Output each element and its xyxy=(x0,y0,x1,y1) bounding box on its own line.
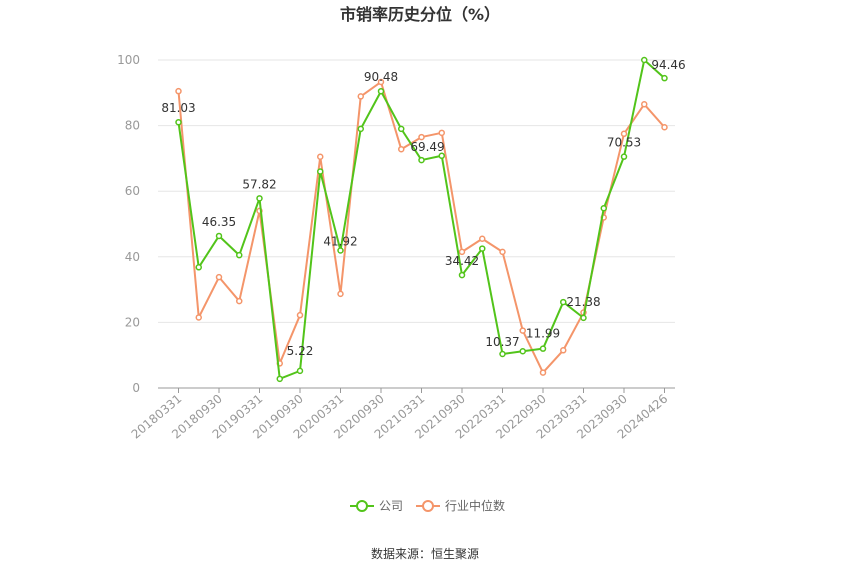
data-label-18: 11.99 xyxy=(526,327,560,341)
series-0-point-22 xyxy=(620,153,628,160)
series-1-point-17 xyxy=(519,327,526,334)
grid-lines xyxy=(158,59,675,323)
series-0-point-2 xyxy=(215,232,223,240)
series-0-point-8 xyxy=(337,247,344,254)
series-1-point-0 xyxy=(175,87,182,95)
series-0-point-12 xyxy=(418,156,425,164)
series-1-point-10 xyxy=(377,78,385,86)
series-1-point-19 xyxy=(560,347,567,354)
series-1-point-11 xyxy=(398,145,405,153)
series-0 xyxy=(175,56,668,383)
series-1-point-22 xyxy=(620,130,628,138)
data-label-12: 69.49 xyxy=(410,140,444,154)
series-0-point-18 xyxy=(539,345,547,352)
data-labels: 81.03 46.35 57.82 5.22 41.92 90.48 69.49 34.42 1… xyxy=(161,58,685,358)
chart-title: 市销率历史分位（%） xyxy=(340,5,500,24)
series-1-point-9 xyxy=(357,93,364,100)
y-tick-label-2: 40 xyxy=(125,250,140,264)
series-1-point-7 xyxy=(317,153,324,161)
series-0-point-19 xyxy=(560,298,567,306)
data-label-4: 57.82 xyxy=(242,177,276,191)
series-0-point-14 xyxy=(458,271,466,279)
series-line-0 xyxy=(177,59,666,380)
series-1-point-1 xyxy=(195,314,202,321)
y-tick-label-0: 0 xyxy=(132,381,140,395)
series-0-point-15 xyxy=(479,245,486,252)
source-label: 数据来源：恒生聚源 xyxy=(371,546,479,561)
series-1-point-8 xyxy=(337,290,344,298)
data-label-8: 41.92 xyxy=(323,235,357,249)
legend-item-1[interactable]: 行业中位数 xyxy=(416,498,505,513)
series-1-point-14 xyxy=(458,248,466,256)
series-0-point-3 xyxy=(236,251,243,259)
series-0-point-13 xyxy=(438,152,445,160)
series-0-point-5 xyxy=(276,375,283,383)
y-tick-label-5: 100 xyxy=(117,53,140,67)
series-0-point-24 xyxy=(661,74,668,82)
y-axis: 0 20 40 60 80 100 xyxy=(117,53,140,395)
y-tick-label-3: 60 xyxy=(125,184,140,198)
y-tick-label-4: 80 xyxy=(125,119,140,133)
series-1-point-2 xyxy=(215,273,223,281)
series-1-point-24 xyxy=(661,123,668,131)
data-label-22: 70.53 xyxy=(607,136,641,150)
series-0-point-0 xyxy=(175,118,182,126)
series-0-point-10 xyxy=(377,87,385,95)
series-1-point-18 xyxy=(539,369,547,376)
series-0-point-6 xyxy=(296,367,304,375)
series-1-point-23 xyxy=(641,101,648,108)
data-label-20: 21.38 xyxy=(566,295,600,309)
data-label-10: 90.48 xyxy=(364,70,398,84)
data-label-2: 46.35 xyxy=(202,215,236,229)
data-label-6: 5.22 xyxy=(287,344,314,358)
series-0-point-17 xyxy=(519,348,526,355)
legend-item-0[interactable]: 公司 xyxy=(350,499,403,513)
series-1-point-3 xyxy=(236,297,243,305)
series-0-point-23 xyxy=(641,56,648,64)
x-axis: 2018033120180930201903312019093020200331… xyxy=(129,387,675,442)
series-0-point-7 xyxy=(317,168,324,175)
data-label-16: 10.37 xyxy=(485,335,519,349)
series-0-point-4 xyxy=(256,195,263,202)
data-label-24: 94.46 xyxy=(651,58,685,72)
legend-marker-0 xyxy=(356,500,368,512)
series-1-point-16 xyxy=(499,248,506,256)
series-1-point-12 xyxy=(418,133,425,141)
data-label-14: 34.42 xyxy=(445,254,479,268)
series-0-point-9 xyxy=(357,125,364,133)
legend-marker-1 xyxy=(422,500,434,512)
series-0-point-1 xyxy=(195,264,202,271)
y-tick-label-1: 20 xyxy=(125,315,140,329)
series-1-point-15 xyxy=(479,235,486,243)
series-0-point-20 xyxy=(580,314,587,322)
series-1-point-13 xyxy=(438,129,445,137)
legend-label-0: 公司 xyxy=(379,499,403,513)
data-label-0: 81.03 xyxy=(161,101,195,115)
series-1-point-6 xyxy=(296,311,304,319)
series-0-point-21 xyxy=(600,205,607,212)
series-0-point-16 xyxy=(499,350,506,358)
series-layer xyxy=(175,56,668,383)
legend-label-1: 行业中位数 xyxy=(445,498,505,513)
series-0-point-11 xyxy=(398,125,405,133)
legend: 公司 行业中位数 xyxy=(350,498,505,513)
